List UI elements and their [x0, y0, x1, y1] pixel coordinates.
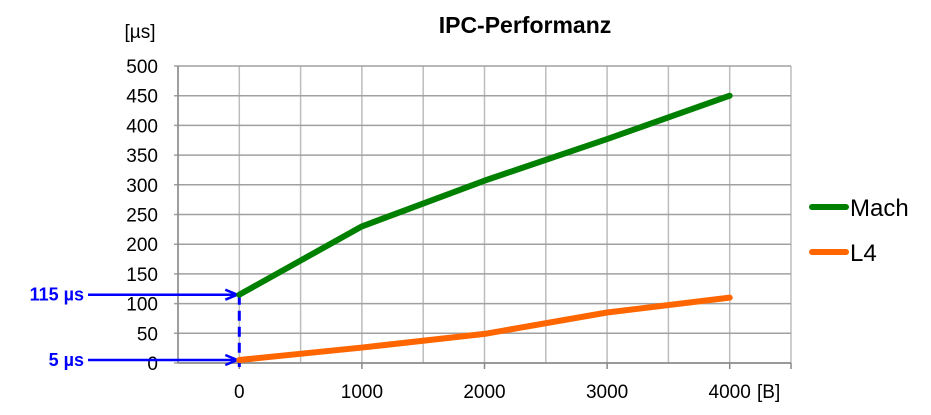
x-tick-label: 0: [234, 382, 245, 403]
grid: [174, 65, 792, 369]
x-axis-label: [B]: [757, 382, 780, 403]
y-tick-label: 200: [126, 235, 158, 256]
y-tick-label: 50: [137, 324, 158, 345]
y-tick-label: 400: [126, 116, 158, 137]
y-tick-label: 150: [126, 265, 158, 286]
y-tick-label: 450: [126, 87, 158, 108]
x-tick-label: 3000: [586, 382, 628, 403]
chart-title: IPC-Performanz: [439, 12, 612, 38]
y-tick-label: 300: [126, 176, 158, 197]
legend: Mach L4: [809, 195, 909, 267]
y-tick-labels: 0 50 100 150 200 250 300 350 400 450 500: [126, 57, 158, 375]
annotation-label: 115 µs: [30, 285, 84, 305]
legend-label: Mach: [850, 195, 909, 222]
x-tick-labels: 0 1000 2000 3000 4000: [234, 382, 751, 403]
legend-label: L4: [850, 240, 877, 267]
y-tick-label: 350: [126, 146, 158, 167]
annotations: 115 µs 5 µs: [30, 285, 241, 370]
y-axis-label: [µs]: [124, 22, 155, 43]
y-tick-label: 500: [126, 57, 158, 78]
y-tick-label: 250: [126, 206, 158, 227]
x-tick-label: 2000: [463, 382, 505, 403]
series-lines: [236, 92, 733, 364]
y-tick-label: 0: [147, 354, 158, 375]
x-tick-label: 4000: [709, 382, 751, 403]
y-tick-label: 100: [126, 295, 158, 316]
annotation-label: 5 µs: [49, 350, 84, 370]
x-tick-label: 1000: [341, 382, 383, 403]
